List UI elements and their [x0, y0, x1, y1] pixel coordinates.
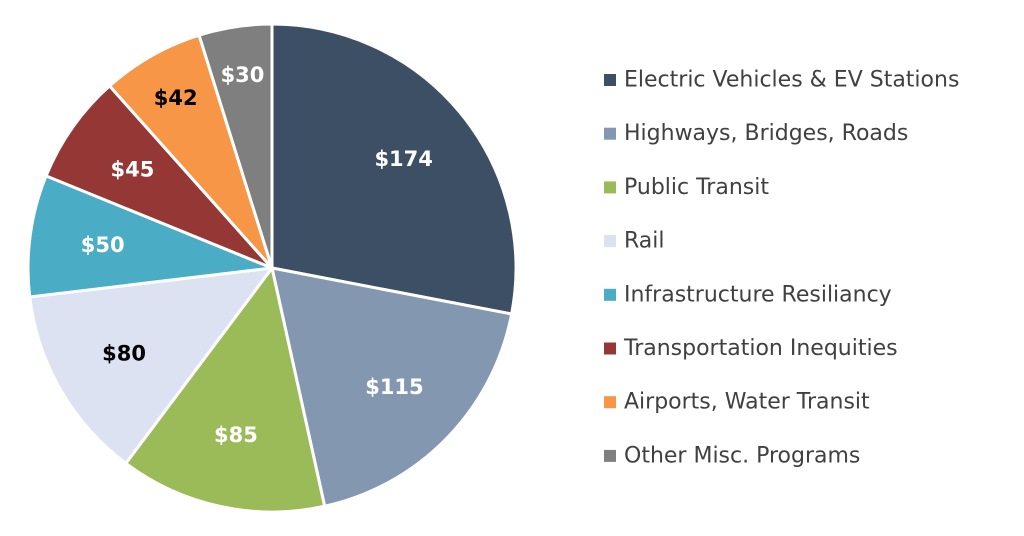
legend-label: Highways, Bridges, Roads: [624, 121, 908, 146]
legend-label: Rail: [624, 229, 665, 254]
legend-label: Other Misc. Programs: [624, 443, 860, 468]
legend-label: Airports, Water Transit: [624, 390, 870, 415]
pie-slice-2: [270, 266, 514, 508]
data-label-8: $30: [221, 63, 265, 87]
data-label-4: $80: [102, 341, 146, 365]
data-label-6: $45: [111, 158, 155, 182]
legend-swatch: [604, 342, 616, 355]
pie-slices: [26, 22, 518, 514]
legend-swatch: [604, 235, 616, 248]
data-label-3: $85: [214, 423, 258, 447]
data-label-7: $42: [154, 86, 198, 110]
legend-swatch: [604, 288, 616, 301]
legend-swatch: [604, 74, 616, 86]
legend-item-6: Transportation Inequities: [604, 336, 898, 361]
legend-swatch: [604, 181, 616, 194]
legend-item-8: Other Misc. Programs: [604, 443, 860, 468]
data-label-1: $174: [374, 147, 432, 171]
pie-slice-5: [26, 174, 274, 299]
pie-slice-6: [44, 84, 274, 270]
legend-item-2: Highways, Bridges, Roads: [604, 121, 908, 146]
legend-item-4: Rail: [604, 229, 665, 254]
legend-label: Transportation Inequities: [623, 336, 898, 361]
legend: Electric Vehicles & EV Stations Highways,…: [604, 68, 959, 468]
legend-label: Electric Vehicles & EV Stations: [624, 68, 959, 93]
legend-label: Public Transit: [624, 175, 769, 200]
legend-swatch: [604, 396, 616, 409]
pie-slice-4: [28, 266, 274, 465]
legend-item-5: Infrastructure Resiliancy: [604, 282, 892, 307]
legend-label: Infrastructure Resiliancy: [624, 282, 892, 307]
legend-swatch: [604, 449, 616, 462]
pie-data-labels: $174 $115 $85 $80 $50 $45 $42 $30: [81, 63, 433, 447]
legend-item-7: Airports, Water Transit: [604, 390, 870, 415]
pie-slice-3: [124, 266, 327, 514]
data-label-2: $115: [365, 375, 423, 399]
data-label-5: $50: [81, 233, 125, 257]
legend-item-1: Electric Vehicles & EV Stations: [604, 68, 959, 93]
legend-swatch: [604, 127, 616, 140]
pie-slice-1: [270, 22, 518, 316]
pie-slice-8: [197, 22, 274, 270]
legend-item-3: Public Transit: [604, 175, 769, 200]
